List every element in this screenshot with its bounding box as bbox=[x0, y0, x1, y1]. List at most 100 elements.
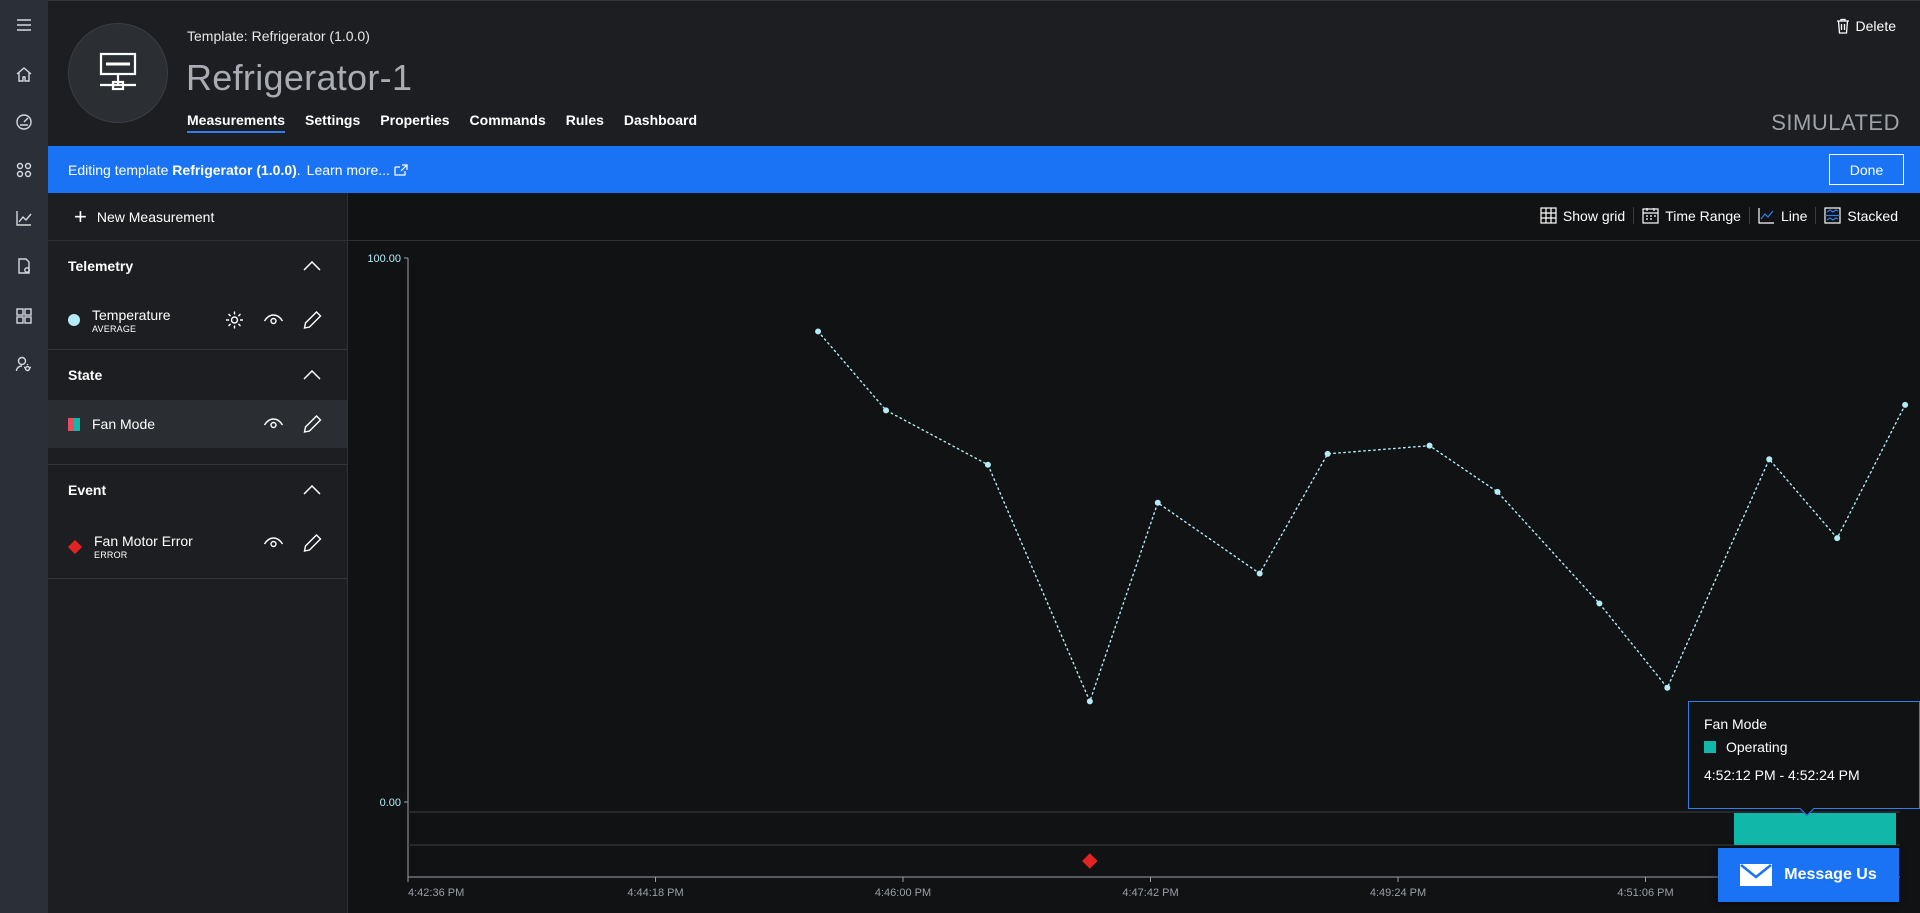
show-grid-label: Show grid bbox=[1562, 207, 1626, 224]
hamburger-menu-icon[interactable] bbox=[0, 5, 48, 45]
stacked-label: Stacked bbox=[1847, 207, 1898, 224]
temperature-data-point[interactable] bbox=[1426, 442, 1433, 449]
gear-icon[interactable] bbox=[224, 310, 245, 330]
message-us-button[interactable]: Message Us bbox=[1718, 848, 1899, 902]
external-link-icon bbox=[394, 163, 408, 176]
telemetry-header[interactable]: Telemetry bbox=[48, 241, 347, 291]
delete-button[interactable]: Delete bbox=[1836, 18, 1896, 34]
eye-icon[interactable] bbox=[263, 414, 284, 434]
template-prefix: Template: bbox=[187, 28, 248, 44]
x-tick-label: 4:51:06 PM bbox=[1617, 887, 1673, 899]
fan-mode-tooltip: Fan Mode Operating 4:52:12 PM - 4:52:24 … bbox=[1688, 701, 1920, 809]
fan-motor-error-event-marker[interactable] bbox=[1082, 853, 1098, 869]
x-tick-label: 4:42:36 PM bbox=[408, 887, 464, 899]
telemetry-chart[interactable]: 100.00 0.00 4:42:36 PM 4:44:18 PM 4:46:00 PM… bbox=[348, 241, 1920, 913]
measurements-panel: + New Measurement Telemetry Temperature … bbox=[48, 193, 348, 913]
event-title: Event bbox=[68, 482, 107, 498]
temperature-data-point[interactable] bbox=[1834, 535, 1841, 542]
telemetry-title: Telemetry bbox=[68, 258, 134, 274]
analytics-chart-icon[interactable] bbox=[0, 198, 48, 238]
device-network-icon bbox=[99, 52, 137, 91]
tab-rules[interactable]: Rules bbox=[565, 112, 604, 128]
state-section: State Fan Mode bbox=[48, 350, 347, 465]
tooltip-title: Fan Mode bbox=[1704, 716, 1768, 732]
temperature-data-point[interactable] bbox=[1902, 401, 1909, 408]
tab-settings[interactable]: Settings bbox=[305, 112, 361, 128]
line-chart-button[interactable]: Line bbox=[1748, 207, 1815, 224]
temperature-data-point[interactable] bbox=[815, 328, 822, 335]
temperature-data-point[interactable] bbox=[1256, 570, 1263, 577]
state-title: State bbox=[68, 367, 103, 383]
time-range-label: Time Range bbox=[1665, 207, 1741, 224]
list-item-fan-mode[interactable]: Fan Mode bbox=[48, 400, 347, 448]
trash-icon bbox=[1836, 18, 1849, 34]
temperature-data-point[interactable] bbox=[984, 461, 991, 468]
stacked-chart-button[interactable]: Stacked bbox=[1815, 207, 1906, 224]
tooltip-state-swatch bbox=[1704, 741, 1716, 753]
eye-icon[interactable] bbox=[263, 310, 284, 330]
pencil-edit-icon[interactable] bbox=[302, 414, 323, 434]
jobs-document-icon[interactable] bbox=[0, 246, 48, 286]
fan-mode-state-bar[interactable] bbox=[1734, 813, 1896, 845]
home-icon[interactable] bbox=[0, 54, 48, 94]
new-measurement-label: New Measurement bbox=[96, 208, 215, 225]
app-builder-grid-icon[interactable] bbox=[0, 296, 48, 336]
temperature-data-point[interactable] bbox=[1086, 698, 1093, 705]
y-tick-label: 0.00 bbox=[380, 797, 401, 809]
fan-motor-error-severity: ERROR bbox=[94, 550, 128, 560]
administration-user-icon[interactable] bbox=[0, 344, 48, 384]
tab-measurements[interactable]: Measurements bbox=[187, 112, 286, 133]
chevron-up-icon bbox=[303, 485, 321, 495]
temperature-data-point[interactable] bbox=[1596, 600, 1603, 607]
eye-icon[interactable] bbox=[263, 533, 284, 553]
x-tick-label: 4:47:42 PM bbox=[1122, 887, 1178, 899]
temperature-aggregation: AVERAGE bbox=[92, 323, 137, 334]
list-item-temperature[interactable]: Temperature AVERAGE bbox=[48, 291, 347, 349]
envelope-icon bbox=[1740, 864, 1773, 886]
temperature-data-point[interactable] bbox=[883, 407, 890, 414]
list-item-fan-motor-error[interactable]: Fan Motor Error ERROR bbox=[48, 515, 347, 578]
chart-toolbar: Show grid Time Range Line Stacked bbox=[348, 193, 1920, 241]
done-button[interactable]: Done bbox=[1829, 154, 1904, 185]
device-tabs: Measurements Settings Properties Command… bbox=[187, 112, 717, 133]
learn-more-link[interactable]: Learn more... bbox=[307, 162, 408, 178]
device-avatar bbox=[68, 23, 168, 123]
dashboard-gauge-icon[interactable] bbox=[0, 102, 48, 142]
learn-more-label: Learn more... bbox=[306, 161, 390, 178]
x-tick-label: 4:49:24 PM bbox=[1370, 887, 1426, 899]
temperature-data-point[interactable] bbox=[1324, 450, 1331, 457]
y-tick-label: 100.00 bbox=[367, 253, 401, 265]
device-title: Refrigerator-1 bbox=[186, 57, 413, 98]
grid-icon bbox=[1540, 207, 1557, 224]
state-header[interactable]: State bbox=[48, 350, 347, 400]
pencil-edit-icon[interactable] bbox=[302, 533, 323, 553]
new-measurement-button[interactable]: + New Measurement bbox=[48, 193, 347, 241]
plus-icon: + bbox=[74, 203, 87, 229]
x-tick-label: 4:44:18 PM bbox=[627, 887, 683, 899]
tab-dashboard[interactable]: Dashboard bbox=[623, 112, 698, 128]
banner-suffix: . bbox=[296, 161, 301, 178]
temperature-data-point[interactable] bbox=[1766, 456, 1773, 463]
device-sets-icon[interactable] bbox=[0, 150, 48, 190]
banner-template: Refrigerator (1.0.0) bbox=[172, 161, 297, 178]
calendar-icon bbox=[1642, 208, 1659, 224]
pencil-edit-icon[interactable] bbox=[302, 310, 323, 330]
delete-label: Delete bbox=[1855, 18, 1896, 34]
device-header: Template: Refrigerator (1.0.0) Refrigera… bbox=[48, 0, 1920, 146]
time-range-button[interactable]: Time Range bbox=[1633, 207, 1749, 224]
event-header[interactable]: Event bbox=[48, 465, 347, 515]
show-grid-button[interactable]: Show grid bbox=[1532, 207, 1633, 224]
event-section: Event Fan Motor Error ERROR bbox=[48, 465, 347, 579]
temperature-data-point[interactable] bbox=[1154, 499, 1161, 506]
temperature-data-point[interactable] bbox=[1494, 488, 1501, 495]
template-info: Template: Refrigerator (1.0.0) bbox=[187, 28, 370, 44]
tab-properties[interactable]: Properties bbox=[380, 112, 450, 128]
telemetry-color-dot bbox=[68, 314, 80, 326]
temperature-data-point[interactable] bbox=[1664, 684, 1671, 691]
chevron-up-icon bbox=[303, 261, 321, 271]
left-nav-rail bbox=[0, 0, 48, 913]
fan-motor-error-label: Fan Motor Error bbox=[94, 533, 193, 549]
message-us-label: Message Us bbox=[1784, 866, 1877, 883]
tab-commands[interactable]: Commands bbox=[469, 112, 546, 128]
banner-prefix: Editing template bbox=[68, 161, 169, 178]
